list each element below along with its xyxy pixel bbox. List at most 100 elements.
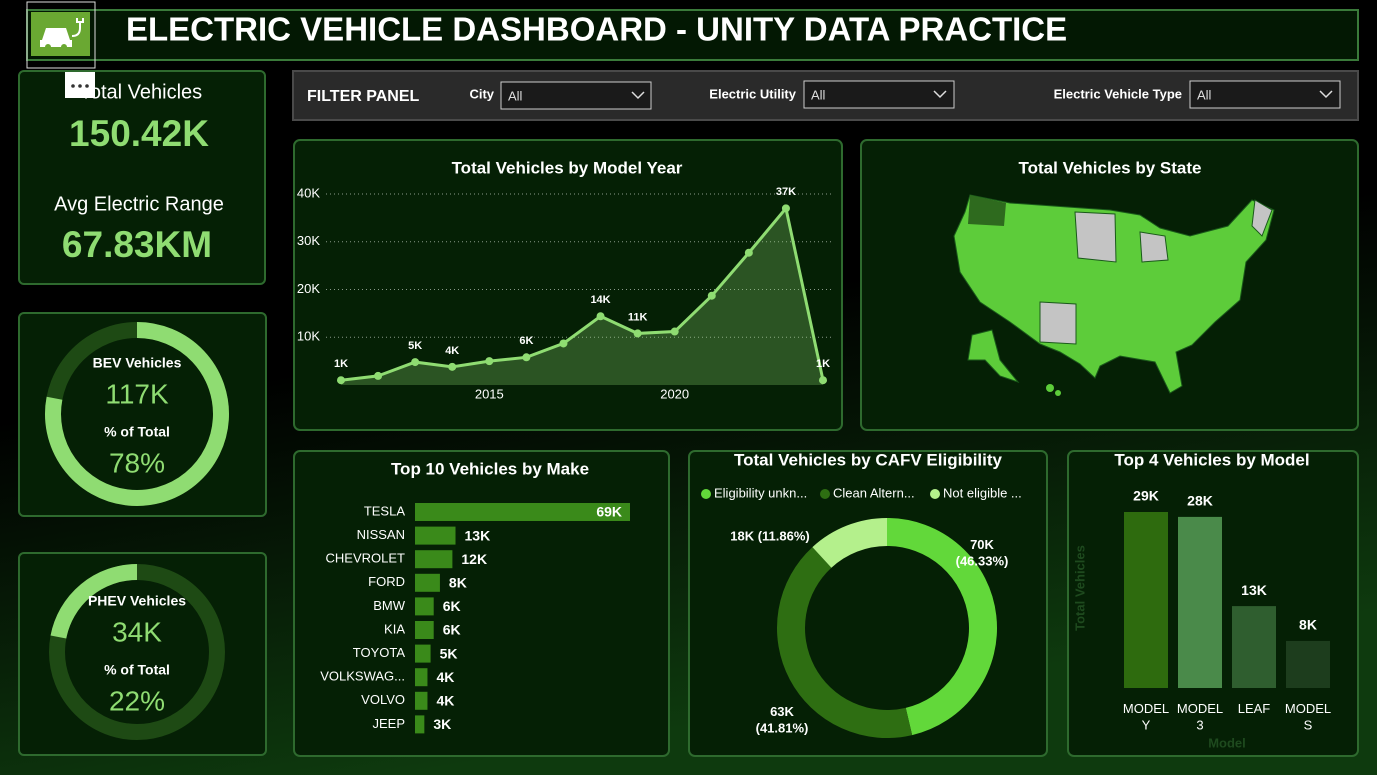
bar	[415, 526, 456, 545]
car-wheel	[45, 44, 51, 50]
data-label: 63K (41.81%)	[756, 704, 809, 735]
data-label: 6K	[519, 335, 533, 347]
donut-slice	[886, 518, 997, 736]
text-line: S	[1304, 718, 1313, 733]
dashboard-title: ELECTRIC VEHICLE DASHBOARD - UNITY DATA …	[126, 11, 1067, 48]
point	[559, 339, 568, 348]
data-label: 5K	[440, 645, 458, 661]
state-shape	[1251, 199, 1273, 237]
bar	[415, 597, 434, 616]
bar	[1232, 606, 1276, 688]
text-line: LEAF	[1238, 701, 1271, 716]
gauge-value: 22%	[109, 685, 165, 716]
alaska	[967, 329, 1020, 384]
y-axis-title: Total Vehicles	[1072, 545, 1087, 631]
state-shapes	[953, 194, 1275, 394]
point	[819, 376, 827, 385]
kpi-value: 150.42K	[69, 113, 209, 154]
legend-marker	[930, 489, 940, 499]
dropdown-box	[803, 80, 955, 109]
text-line: Y	[1142, 718, 1151, 733]
data-label: 29K	[1133, 488, 1159, 504]
filter-label: Electric Utility	[709, 86, 796, 101]
filter-panel-title: FILTER PANEL	[307, 88, 420, 105]
data-label: 3K	[433, 716, 451, 732]
icon-selection	[26, 1, 96, 69]
y-tick-label: 30K	[297, 233, 320, 248]
x-axis-title: Model	[1208, 735, 1246, 750]
filter-label: Electric Vehicle Type	[1054, 86, 1182, 101]
gauge-value: 78%	[109, 447, 165, 478]
bar	[1286, 640, 1330, 688]
category-label: MODEL 3	[1177, 701, 1223, 732]
data-label: 6K	[443, 622, 461, 638]
bar	[1124, 512, 1168, 688]
category-label: FORD	[368, 574, 405, 589]
legend-label: Clean Altern...	[833, 485, 915, 500]
data-label: 13K	[1241, 582, 1267, 598]
data-label: 13K	[465, 527, 491, 543]
bar	[415, 691, 428, 710]
dropdown-box	[500, 81, 652, 110]
text-line: 3	[1196, 718, 1203, 733]
category-label: NISSAN	[357, 527, 405, 542]
category-label: MODEL S	[1285, 701, 1331, 732]
point	[781, 204, 790, 213]
point	[374, 371, 383, 380]
point	[596, 312, 605, 321]
chart-title: Total Vehicles by Model Year	[452, 158, 683, 177]
us-map	[953, 194, 1275, 396]
bar	[415, 573, 440, 592]
data-label: 18K (11.86%)	[730, 528, 810, 543]
filter-dropdown[interactable]: All	[803, 80, 955, 109]
gauge-subtitle: % of Total	[104, 662, 170, 678]
data-label: 70K (46.33%)	[956, 537, 1009, 568]
data-label: 12K	[461, 551, 487, 567]
text-line: 70K	[970, 537, 994, 552]
point	[522, 353, 531, 362]
text-line: 63K	[770, 704, 794, 719]
category-label: KIA	[384, 621, 405, 636]
bar	[1178, 516, 1222, 688]
filter-dropdown[interactable]: All	[500, 81, 652, 110]
data-label: 14K	[590, 294, 610, 306]
gauge-title: PHEV Vehicles	[88, 593, 186, 609]
data-label: 37K	[776, 186, 796, 198]
donut-slice	[812, 518, 888, 569]
chart-title: Top 10 Vehicles by Make	[391, 459, 589, 478]
filter-dropdown[interactable]: All	[1189, 80, 1341, 109]
legend-label: Eligibility unkn...	[714, 485, 807, 500]
hawaii	[1046, 384, 1054, 392]
data-label: 1K	[334, 358, 348, 370]
dot	[85, 84, 89, 88]
data-label: 69K	[596, 504, 622, 520]
legend-marker	[820, 489, 830, 499]
data-label: 8K	[1299, 617, 1317, 633]
more-options-button[interactable]	[65, 72, 95, 98]
gauge-title: BEV Vehicles	[93, 355, 182, 371]
state-shape	[1074, 211, 1117, 263]
header-bar	[26, 9, 1359, 61]
bar	[415, 550, 453, 569]
category-label: BMW	[373, 598, 406, 613]
map-title: Total Vehicles by State	[1019, 158, 1202, 177]
bar	[415, 668, 428, 687]
state-shape	[968, 195, 1006, 226]
point	[633, 329, 642, 338]
legend-label: Not eligible ...	[943, 485, 1022, 500]
text-line: MODEL	[1285, 701, 1331, 716]
chevron	[1319, 90, 1333, 99]
text-line: MODEL	[1177, 701, 1223, 716]
y-tick-label: 10K	[297, 329, 320, 344]
dot	[78, 84, 82, 88]
dropdown-value: All	[1197, 87, 1212, 102]
text-line: (46.33%)	[956, 554, 1009, 569]
text-line: (41.81%)	[756, 721, 809, 736]
data-label: 11K	[628, 311, 648, 323]
dropdown-box	[1189, 80, 1341, 109]
kpi-card	[18, 70, 266, 285]
car-wheel	[61, 44, 67, 50]
state-shape	[1139, 231, 1169, 263]
chart-panel	[293, 450, 670, 757]
